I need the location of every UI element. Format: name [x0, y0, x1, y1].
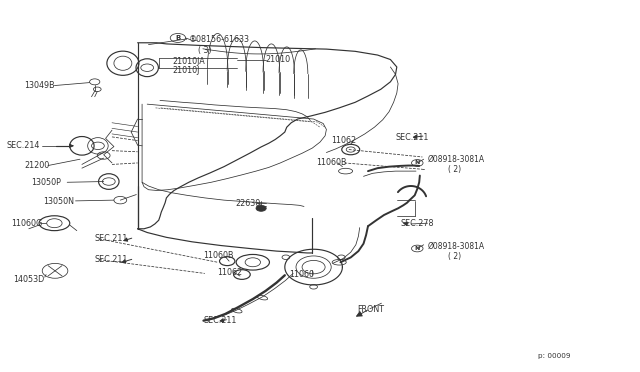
Text: 11060G: 11060G	[12, 219, 43, 228]
Text: 21200: 21200	[24, 161, 49, 170]
Text: SEC.211: SEC.211	[396, 133, 429, 142]
Text: SEC.211: SEC.211	[95, 255, 128, 264]
Text: ( 2): ( 2)	[448, 165, 461, 174]
Text: 11060B: 11060B	[316, 158, 347, 167]
Text: 11062: 11062	[218, 268, 243, 277]
Text: N: N	[415, 246, 420, 251]
Text: SEC.211: SEC.211	[204, 316, 237, 325]
Text: p: 00009: p: 00009	[538, 353, 570, 359]
Text: SEC.211: SEC.211	[95, 234, 128, 243]
Text: 11060: 11060	[289, 270, 314, 279]
Text: Ø08918-3081A: Ø08918-3081A	[428, 155, 484, 164]
Circle shape	[256, 205, 266, 211]
Text: B: B	[175, 35, 180, 41]
Text: ®08156-61633: ®08156-61633	[189, 35, 250, 44]
Text: 13050P: 13050P	[31, 178, 61, 187]
Text: 11062: 11062	[332, 136, 356, 145]
Text: 13049B: 13049B	[24, 81, 55, 90]
Text: SEC.278: SEC.278	[401, 219, 434, 228]
Text: SEC.214: SEC.214	[6, 141, 40, 150]
Text: 21010JA: 21010JA	[173, 57, 205, 66]
Text: 13050N: 13050N	[44, 197, 74, 206]
Text: 14053D: 14053D	[13, 275, 44, 283]
Text: 21010J: 21010J	[173, 66, 200, 75]
Text: 22630: 22630	[236, 199, 260, 208]
Text: N: N	[415, 160, 420, 166]
Text: ( 3): ( 3)	[198, 46, 212, 55]
Text: 11060B: 11060B	[204, 251, 234, 260]
Text: ( 2): ( 2)	[448, 252, 461, 261]
Text: 21010: 21010	[266, 55, 291, 64]
Text: FRONT: FRONT	[357, 305, 384, 314]
Text: Ø08918-3081A: Ø08918-3081A	[428, 242, 484, 251]
